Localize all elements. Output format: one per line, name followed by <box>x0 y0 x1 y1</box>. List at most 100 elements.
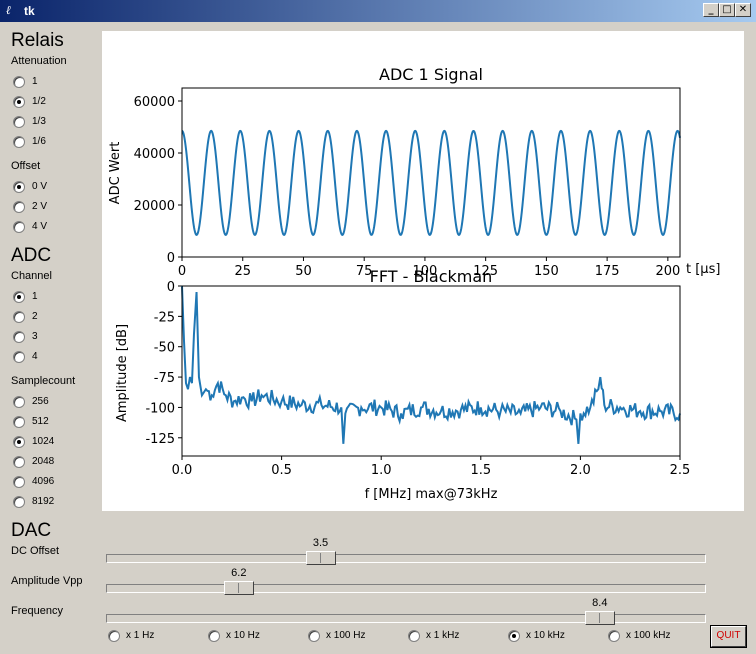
frequency-slider[interactable]: 8.4 <box>106 596 706 632</box>
radio-circle-icon[interactable] <box>13 311 25 323</box>
chart2-xtick-label: 0.5 <box>271 463 292 478</box>
chart1-xtick-label: 100 <box>413 264 438 279</box>
channel-option-label: 1 <box>32 291 38 302</box>
radio-circle-icon[interactable] <box>608 630 620 642</box>
chart1-series-line <box>181 129 681 236</box>
slider-value: 8.4 <box>592 597 608 609</box>
plot-svg: ADC 1 Signal ADC Wert t [μs] 0 25 50 75 100 1… <box>108 65 720 502</box>
dac-heading: DAC <box>11 520 52 541</box>
slider-trough[interactable] <box>106 554 706 563</box>
radio-circle-icon[interactable] <box>13 76 25 88</box>
chart2-title: FFT - Blackman <box>370 267 493 286</box>
slider-thumb[interactable] <box>584 611 615 625</box>
radio-circle-icon[interactable] <box>408 630 420 642</box>
samplecount-option-label: 8192 <box>32 496 55 507</box>
slider-thumb[interactable] <box>223 581 254 595</box>
chart1-frame <box>181 87 681 258</box>
offset-option-label: 2 V <box>32 201 48 212</box>
offset-option-label: 4 V <box>32 221 48 232</box>
attenuation-label: Attenuation <box>11 55 67 67</box>
radio-circle-icon[interactable] <box>13 396 25 408</box>
plot-canvas: ADC 1 Signal ADC Wert t [μs] 0 25 50 75 100 1… <box>102 31 744 511</box>
chart2-xtick-label: 0.0 <box>172 463 193 478</box>
chart2-ytick-label: 0 <box>167 280 175 295</box>
chart1-ytick-label: 20000 <box>134 199 175 214</box>
radio-circle-icon[interactable] <box>13 96 25 108</box>
chart1-ytick-label: 40000 <box>134 147 175 162</box>
close-icon[interactable]: ✕ <box>735 3 751 17</box>
radio-circle-icon[interactable] <box>13 331 25 343</box>
radio-circle-icon[interactable] <box>13 136 25 148</box>
quit-button[interactable]: QUIT <box>710 625 747 648</box>
chart2-ytick-label: -50 <box>154 341 175 356</box>
channel-option-label: 4 <box>32 351 38 362</box>
chart2-frame <box>181 285 681 457</box>
chart2-ytick-label: -25 <box>154 310 175 325</box>
radio-circle-icon[interactable] <box>13 291 25 303</box>
chart1-ytick-label: 60000 <box>134 95 175 110</box>
samplecount-option-label: 256 <box>32 396 49 407</box>
radio-circle-icon[interactable] <box>508 630 520 642</box>
radio-circle-icon[interactable] <box>13 351 25 363</box>
radio-circle-icon[interactable] <box>13 436 25 448</box>
radio-circle-icon[interactable] <box>13 496 25 508</box>
radio-circle-icon[interactable] <box>13 181 25 193</box>
offset-option-label: 0 V <box>32 181 48 192</box>
chart2-xtick-label: 1.5 <box>470 463 491 478</box>
samplecount-option-label: 2048 <box>32 456 55 467</box>
samplecount-option-label: 512 <box>32 416 49 427</box>
chart1-title: ADC 1 Signal <box>379 65 483 84</box>
adc-heading: ADC <box>11 245 52 266</box>
amplitude-label: Amplitude Vpp <box>11 575 83 587</box>
slider-trough[interactable] <box>106 584 706 593</box>
chart1-xtick-label: 50 <box>295 264 312 279</box>
radio-circle-icon[interactable] <box>308 630 320 642</box>
maximize-icon[interactable]: □ <box>719 3 735 17</box>
slider-thumb[interactable] <box>305 551 336 565</box>
radio-circle-icon[interactable] <box>13 456 25 468</box>
chart1-ytick-label: 0 <box>167 251 175 266</box>
channel-option-label: 3 <box>32 331 38 342</box>
radio-circle-icon[interactable] <box>108 630 120 642</box>
slider-value: 3.5 <box>312 537 329 549</box>
chart2-ytick-label: -125 <box>145 432 175 447</box>
chart1-xtick-label: 125 <box>473 264 498 279</box>
chart2-ylabel: Amplitude [dB] <box>115 324 130 422</box>
minimize-icon[interactable]: _ <box>703 3 719 17</box>
slider-trough[interactable] <box>106 614 706 623</box>
chart1-xlabel: t [μs] <box>686 262 720 277</box>
amplitude-slider[interactable]: 6.2 <box>106 566 706 602</box>
window-title: tk <box>24 4 35 18</box>
radio-circle-icon[interactable] <box>13 116 25 128</box>
chart2-xtick-label: 2.0 <box>570 463 591 478</box>
chart1-xtick-label: 200 <box>655 264 680 279</box>
chart2-xtick-label: 1.0 <box>371 463 392 478</box>
dc-offset-slider[interactable]: 3.5 <box>106 536 706 572</box>
attenuation-option-label: 1/3 <box>32 116 46 127</box>
samplecount-option-label: 4096 <box>32 476 55 487</box>
samplecount-option-label: 1024 <box>32 436 55 447</box>
chart2-ytick-label: -100 <box>145 401 175 416</box>
multiplier-option-label: x 100 Hz <box>326 630 366 641</box>
radio-circle-icon[interactable] <box>13 201 25 213</box>
channel-option-label: 2 <box>32 311 38 322</box>
slider-value: 6.2 <box>231 567 247 579</box>
multiplier-option-label: x 1 Hz <box>126 630 155 641</box>
radio-circle-icon[interactable] <box>208 630 220 642</box>
chart1-xtick-label: 175 <box>595 264 620 279</box>
attenuation-option-label: 1 <box>32 76 38 87</box>
relais-heading: Relais <box>11 30 64 51</box>
frequency-label: Frequency <box>11 605 63 617</box>
multiplier-option-label: x 100 kHz <box>626 630 671 641</box>
multiplier-option-label: x 10 Hz <box>226 630 260 641</box>
chart1-xtick-label: 75 <box>356 264 373 279</box>
channel-label: Channel <box>11 270 52 282</box>
chart2-ytick-label: -75 <box>154 371 175 386</box>
multiplier-option-label: x 1 kHz <box>426 630 460 641</box>
chart1-xtick-label: 0 <box>178 264 186 279</box>
radio-circle-icon[interactable] <box>13 476 25 488</box>
dc-offset-label: DC Offset <box>11 545 60 557</box>
radio-circle-icon[interactable] <box>13 221 25 233</box>
chart2-xlabel: f [MHz] max@73kHz <box>365 487 498 502</box>
radio-circle-icon[interactable] <box>13 416 25 428</box>
